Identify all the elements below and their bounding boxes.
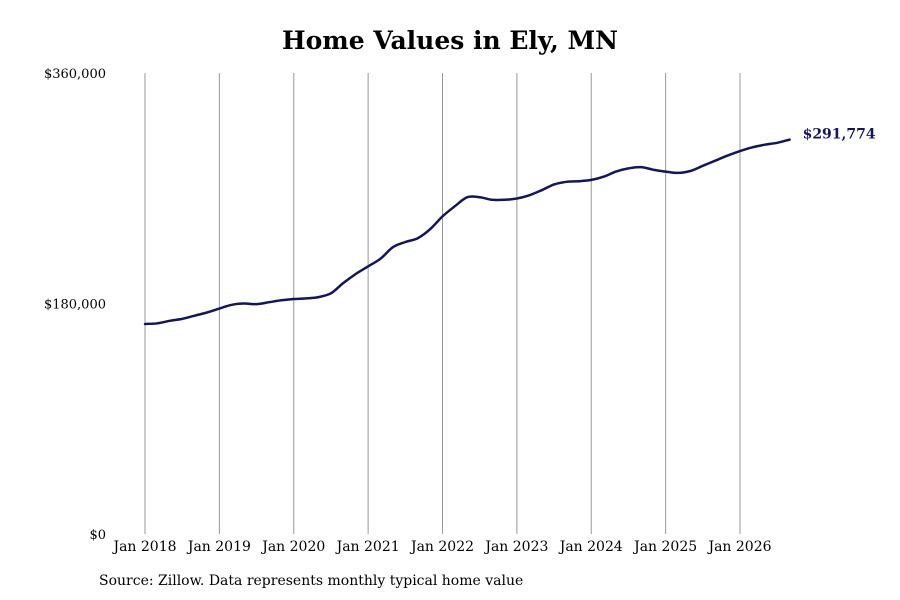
series-line-0 [143, 138, 791, 326]
x-tick-label: Jan 2021 [335, 539, 400, 555]
x-tick-label: Jan 2023 [483, 539, 548, 555]
chart-title: Home Values in Ely, MN [281, 26, 618, 55]
y-axis-tick-labels: $0 $180,000 $360,000 [44, 67, 106, 543]
x-tick-label: Jan 2024 [558, 539, 623, 555]
y-tick-label: $360,000 [44, 67, 106, 82]
x-tick-label: Jan 2019 [186, 539, 251, 555]
x-tick-label: Jan 2026 [706, 539, 771, 555]
y-tick-label: $180,000 [44, 298, 106, 313]
y-tick-label: $0 [89, 528, 106, 543]
x-axis-tick-labels: Jan 2018 Jan 2019 Jan 2020 Jan 2021 Jan 2022… [111, 539, 771, 555]
x-tick-label: Jan 2022 [409, 539, 474, 555]
last-value-label: $291,774 [803, 127, 876, 143]
x-tick-label: Jan 2020 [260, 539, 325, 555]
x-tick-label: Jan 2018 [111, 539, 176, 555]
series-layer [143, 138, 791, 326]
x-tick-label: Jan 2025 [632, 539, 697, 555]
source-note: Source: Zillow. Data represents monthly … [99, 573, 524, 589]
